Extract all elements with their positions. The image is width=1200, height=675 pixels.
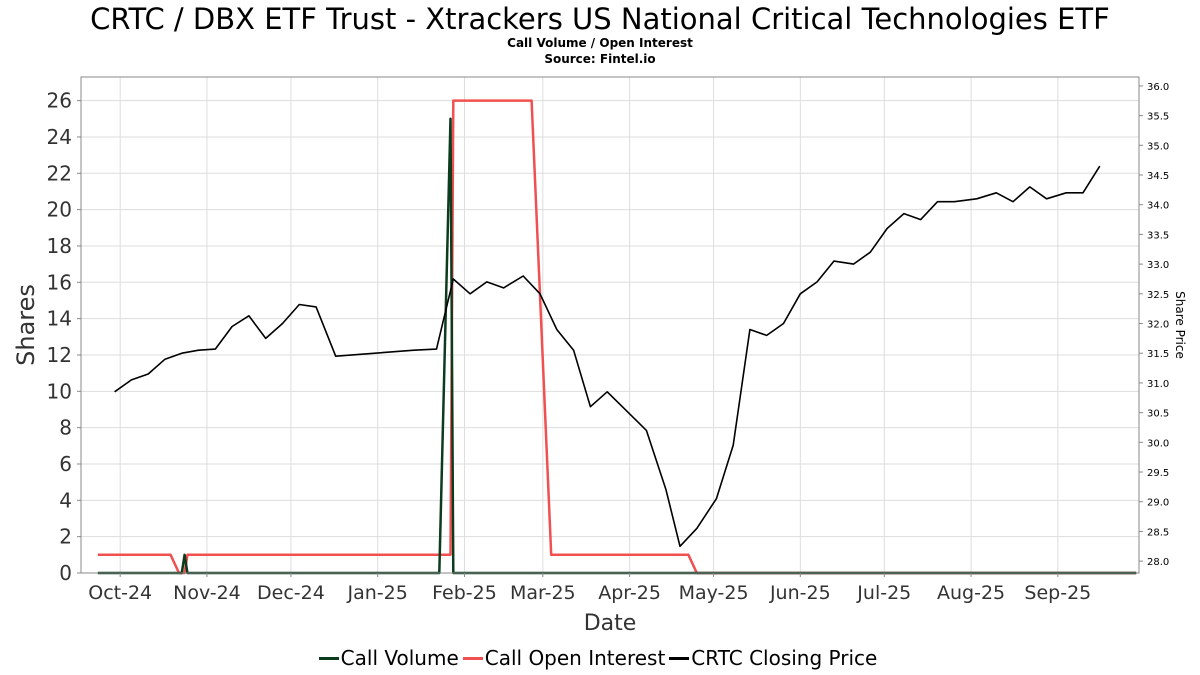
x-tick-label: Apr-25 xyxy=(598,582,661,604)
y2-tick-label: 28.0 xyxy=(1147,557,1169,568)
x-tick-label: Aug-25 xyxy=(937,582,1005,604)
chart-title: CRTC / DBX ETF Trust - Xtrackers US Nati… xyxy=(90,2,1110,36)
y-tick-label: 18 xyxy=(47,234,72,258)
legend-label: CRTC Closing Price xyxy=(691,646,878,670)
legend-swatch xyxy=(318,656,339,660)
y2-tick-label: 30.5 xyxy=(1147,409,1169,420)
legend-item: Call Open Interest xyxy=(462,646,670,670)
x-tick-label: Nov-24 xyxy=(173,582,241,604)
y2-tick-label: 36.0 xyxy=(1147,82,1169,93)
x-tick-label: Jan-25 xyxy=(347,582,408,604)
legend-item: Call Volume xyxy=(318,646,463,670)
y2-tick-label: 34.5 xyxy=(1147,171,1169,182)
chart-source: Source: Fintel.io xyxy=(544,52,656,66)
y2-tick-label: 32.0 xyxy=(1147,320,1169,331)
y2-axis-label: Share Price xyxy=(1173,291,1187,359)
x-tick-label: Jun-25 xyxy=(769,582,831,604)
plot-frame xyxy=(80,76,1140,574)
y-tick-label: 10 xyxy=(47,379,72,403)
y-tick-label: 26 xyxy=(47,89,72,113)
y2-tick-label: 29.5 xyxy=(1147,468,1169,479)
y-tick-label: 20 xyxy=(47,198,72,222)
y-tick-label: 22 xyxy=(47,161,72,185)
y2-tick-label: 35.5 xyxy=(1147,112,1169,123)
x-tick-label: May-25 xyxy=(679,582,749,604)
y2-tick-label: 32.5 xyxy=(1147,290,1169,301)
grid-layer xyxy=(81,77,1139,574)
x-tick-label: Sep-25 xyxy=(1024,582,1091,604)
y2-tick-label: 34.0 xyxy=(1147,201,1169,212)
y2-tick-label: 28.5 xyxy=(1147,527,1169,538)
y2-tick-label: 30.0 xyxy=(1147,438,1169,449)
y2-tick-label: 35.0 xyxy=(1147,141,1169,152)
legend-item: CRTC Closing Price xyxy=(669,646,881,670)
y-tick-label: 6 xyxy=(59,452,72,476)
x-tick-label: Jul-25 xyxy=(856,582,911,604)
series-line-0 xyxy=(97,117,1137,575)
y-tick-label: 2 xyxy=(59,525,72,549)
legend-label: Call Open Interest xyxy=(484,646,666,670)
y-tick-label: 12 xyxy=(47,343,72,367)
x-tick-label: Oct-24 xyxy=(88,582,152,604)
y-tick-label: 4 xyxy=(59,488,72,512)
y-tick-label: 16 xyxy=(47,270,72,294)
y-tick-label: 24 xyxy=(47,125,72,149)
x-tick-label: Dec-24 xyxy=(257,582,325,604)
legend-swatch xyxy=(462,656,483,660)
y-tick-label: 14 xyxy=(47,307,72,331)
legend-swatch xyxy=(669,656,690,660)
x-axis-label: Date xyxy=(584,611,637,636)
x-tick-label: Feb-25 xyxy=(432,582,497,604)
y-tick-label: 0 xyxy=(59,561,72,585)
y-tick-label: 8 xyxy=(59,416,72,440)
series-line-1 xyxy=(97,99,1137,575)
y-axis-label: Shares xyxy=(12,284,40,366)
series-layer xyxy=(97,99,1137,575)
y2-tick-label: 33.5 xyxy=(1147,230,1169,241)
chart-subtitle: Call Volume / Open Interest xyxy=(507,36,693,50)
legend-label: Call Volume xyxy=(340,646,459,670)
y2-tick-label: 31.0 xyxy=(1147,379,1169,390)
y2-tick-label: 33.0 xyxy=(1147,260,1169,271)
series-line-2 xyxy=(114,165,1101,548)
legend: Call Volume Call Open Interest CRTC Closin… xyxy=(0,646,1200,670)
y2-tick-label: 29.0 xyxy=(1147,498,1169,509)
y2-tick-label: 31.5 xyxy=(1147,349,1169,360)
x-tick-label: Mar-25 xyxy=(510,582,576,604)
